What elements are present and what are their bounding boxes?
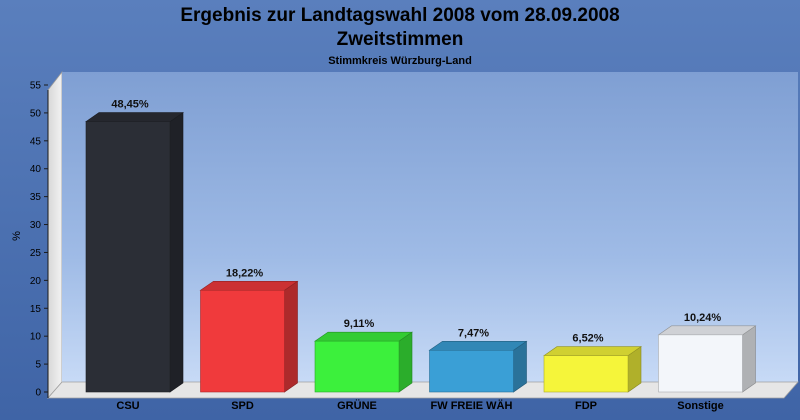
bars bbox=[85, 111, 757, 393]
bar-spd bbox=[199, 280, 299, 393]
y-tick-label: 35 bbox=[30, 192, 42, 203]
category-label: FDP bbox=[575, 400, 597, 412]
y-axis-label: % bbox=[11, 231, 23, 241]
y-tick-label: 25 bbox=[30, 248, 42, 259]
category-label: Sonstige bbox=[677, 400, 723, 412]
data-label: 10,24% bbox=[684, 312, 722, 324]
data-label: 7,47% bbox=[458, 327, 489, 339]
chart-title: Ergebnis zur Landtagswahl 2008 vom 28.09… bbox=[180, 5, 619, 26]
bar-side bbox=[284, 280, 298, 393]
y-tick-label: 15 bbox=[30, 304, 42, 315]
bar-top bbox=[199, 280, 299, 291]
data-label: 48,45% bbox=[111, 99, 149, 111]
bar-front bbox=[543, 355, 629, 393]
category-labels: CSU SPD GRÜNE FW FREIE WÄH FDP Sonstige bbox=[116, 399, 723, 412]
y-tick-label: 5 bbox=[35, 360, 41, 371]
bar-top bbox=[428, 341, 528, 351]
y-tick-label: 50 bbox=[30, 108, 42, 119]
y-tick-label: 40 bbox=[30, 164, 42, 175]
chart-subtitle: Stimmkreis Würzburg-Land bbox=[328, 55, 472, 67]
category-label: CSU bbox=[116, 400, 139, 412]
bar-fdp bbox=[543, 346, 642, 393]
data-label: 18,22% bbox=[226, 267, 264, 279]
y-tick-label: 20 bbox=[30, 276, 42, 287]
bar-front bbox=[314, 340, 400, 393]
chart-title-line2: Zweitstimmen bbox=[337, 29, 464, 50]
bar-grüne bbox=[314, 331, 413, 393]
category-label: SPD bbox=[231, 400, 254, 412]
bar-front bbox=[85, 121, 171, 393]
y-axis-ticks: 0 5 10 15 20 25 30 35 40 45 50 55 bbox=[30, 81, 48, 399]
bar-top bbox=[543, 346, 642, 356]
category-label: FW FREIE WÄH bbox=[431, 399, 513, 412]
bar-side bbox=[169, 111, 184, 393]
y-tick-label: 55 bbox=[30, 81, 42, 92]
bar-front bbox=[200, 289, 285, 393]
bar-side bbox=[742, 325, 756, 393]
bar-csu bbox=[85, 111, 184, 393]
plot-left-wall bbox=[47, 70, 63, 400]
data-label: 9,11% bbox=[344, 318, 375, 330]
bar-side bbox=[398, 331, 413, 393]
category-label: GRÜNE bbox=[337, 399, 377, 412]
bar-front bbox=[429, 350, 514, 393]
bar-sonstige bbox=[657, 325, 757, 393]
bar-top bbox=[85, 112, 184, 122]
y-tick-label: 30 bbox=[30, 220, 42, 231]
y-tick-label: 45 bbox=[30, 136, 42, 147]
y-tick-label: 10 bbox=[30, 332, 42, 343]
bar-top bbox=[314, 331, 413, 342]
data-label: 6,52% bbox=[572, 333, 603, 345]
y-tick-label: 0 bbox=[35, 388, 41, 399]
data-labels: 48,45% 18,22% 9,11% 7,47% 6,52% 10,24% bbox=[111, 99, 721, 345]
bar-front bbox=[658, 334, 743, 393]
bar-fw-freie-wäh bbox=[428, 340, 528, 393]
bar-top bbox=[657, 325, 757, 336]
